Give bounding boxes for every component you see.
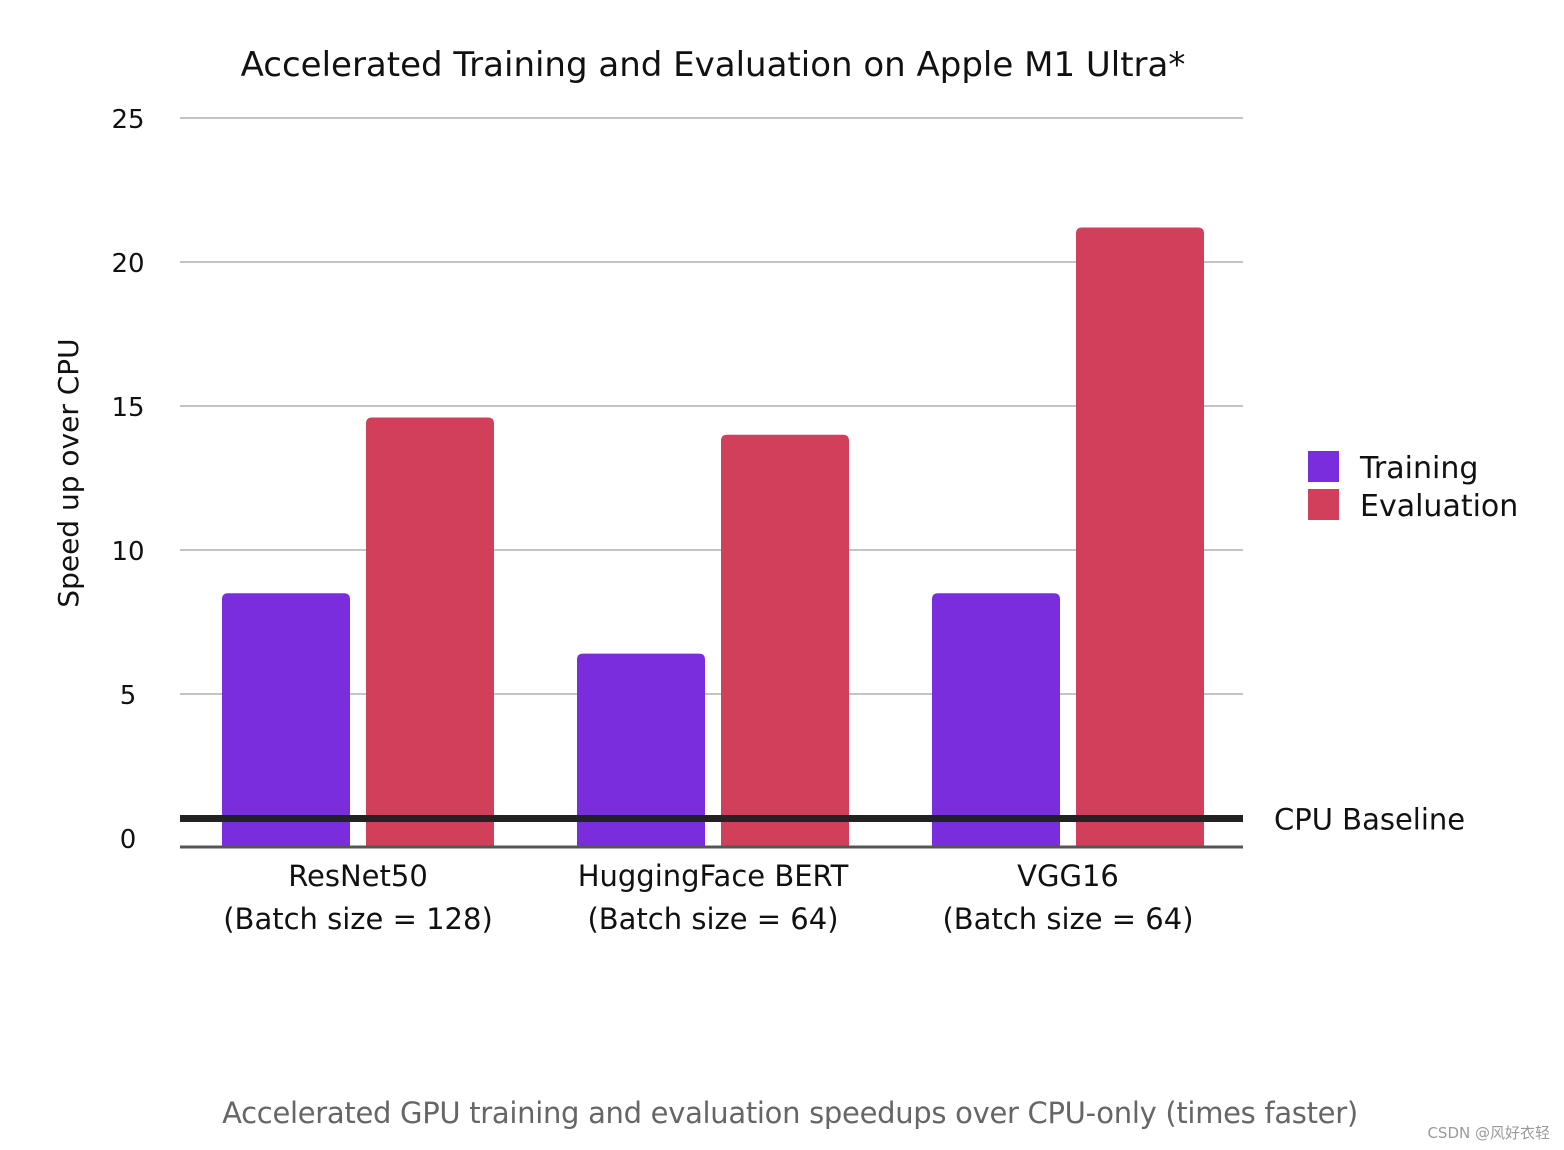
bar-evaluation [366, 417, 494, 846]
y-tick-label: 0 [120, 825, 137, 855]
x-category-label: (Batch size = 64) [942, 902, 1193, 936]
bar-training [932, 593, 1060, 846]
legend-label-training: Training [1359, 451, 1478, 486]
bars [222, 227, 1204, 846]
y-tick-label: 5 [120, 681, 137, 711]
category-labels: ResNet50 (Batch size = 128) HuggingFace BE… [223, 859, 1193, 936]
x-category-label: (Batch size = 64) [587, 902, 838, 936]
bar-evaluation [1076, 227, 1204, 846]
legend-swatch-training [1308, 451, 1339, 482]
y-tick-label: 15 [111, 393, 144, 423]
cpu-baseline: CPU Baseline [180, 802, 1465, 849]
chart-title: Accelerated Training and Evaluation on A… [241, 45, 1186, 85]
bar-training [222, 593, 350, 846]
cpu-baseline-label: CPU Baseline [1274, 802, 1465, 836]
bar-evaluation [721, 434, 849, 846]
bar-training [577, 653, 705, 846]
y-axis-label: Speed up over CPU [52, 338, 85, 607]
figure-caption: Accelerated GPU training and evaluation … [222, 1096, 1358, 1130]
legend-swatch-evaluation [1308, 489, 1339, 520]
x-category-label: ResNet50 [288, 859, 428, 893]
x-category-label: HuggingFace BERT [578, 859, 849, 893]
y-tick-label: 20 [111, 249, 144, 279]
x-category-label: (Batch size = 128) [223, 902, 493, 936]
legend-label-evaluation: Evaluation [1360, 489, 1518, 524]
gridlines: 0 5 10 15 20 25 [111, 105, 1243, 855]
y-tick-label: 25 [111, 105, 144, 135]
y-tick-label: 10 [111, 537, 144, 567]
x-category-label: VGG16 [1017, 859, 1119, 893]
watermark: CSDN @风好衣轻 [1427, 1124, 1550, 1142]
